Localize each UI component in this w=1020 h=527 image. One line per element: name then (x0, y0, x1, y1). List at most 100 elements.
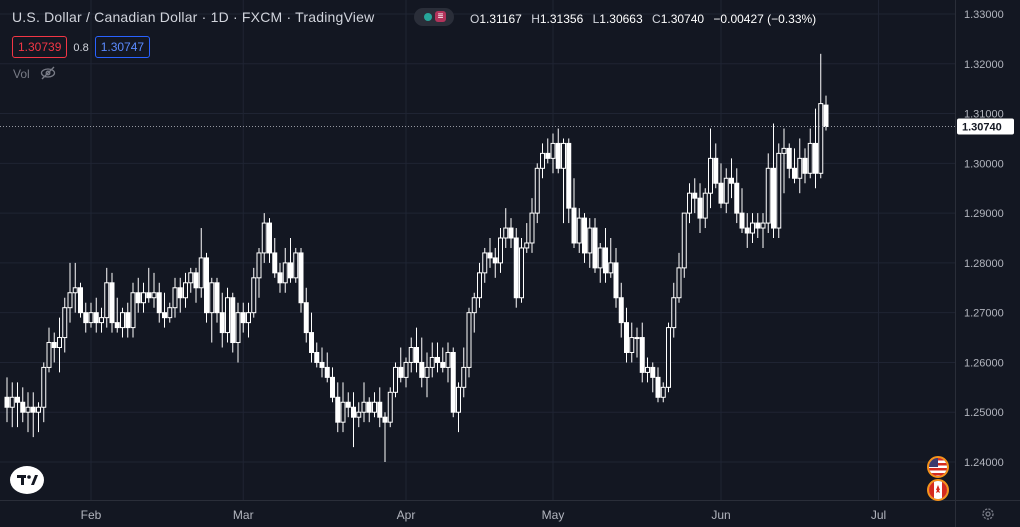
candle-body (555, 142, 561, 169)
candle-body (608, 262, 614, 274)
candle-body (361, 401, 367, 413)
candle (351, 392, 356, 448)
symbol-title[interactable]: U.S. Dollar / Canadian Dollar · 1D · FXC… (12, 9, 374, 25)
candle (776, 143, 782, 238)
candle-body (219, 312, 225, 334)
candle (671, 282, 677, 338)
candle-body (83, 312, 89, 324)
candle-body (235, 312, 241, 344)
candle-body (671, 297, 677, 329)
candle (513, 228, 519, 308)
candle (708, 128, 713, 209)
candle-body (209, 282, 215, 314)
grid-lines (0, 0, 955, 500)
symbol-description: U.S. Dollar / Canadian Dollar · 1D · FXC… (12, 9, 375, 25)
candle (366, 397, 372, 423)
price-axis[interactable]: 1.33000 1.32000 1.31000 1.30000 1.29000 1.280… (955, 0, 1004, 527)
canada-flag-icon[interactable] (927, 479, 949, 501)
candle-body (471, 297, 477, 314)
ohlc-legend: O1.31167 H1.31356 L1.30663 C1.30740 −0.0… (470, 12, 816, 26)
candle (498, 228, 503, 273)
candle (445, 342, 451, 383)
candle (524, 223, 530, 253)
candle-body (188, 272, 194, 284)
candle (629, 322, 635, 363)
candle (120, 307, 125, 338)
candle-body (319, 361, 325, 368)
candle-body (503, 227, 509, 239)
candle (650, 362, 656, 393)
candle-body (597, 247, 603, 269)
low-value: 1.30663 (599, 12, 643, 26)
candle (692, 178, 698, 214)
candle-body (62, 307, 68, 339)
buy-price-button[interactable]: 1.30747 (94, 36, 151, 58)
spread-value: 0.8 (73, 42, 89, 54)
candle-body (88, 312, 94, 324)
candle-body (571, 207, 577, 244)
change-value: −0.00427 (−0.33%) (713, 12, 817, 26)
candle (713, 143, 719, 189)
candle (240, 302, 246, 333)
market-open-icon (424, 13, 432, 21)
candle-body (687, 192, 692, 214)
candle-body (456, 386, 461, 413)
close-value: 1.30740 (660, 12, 705, 26)
y-tick-label: 1.25000 (964, 407, 1004, 419)
candle (114, 297, 120, 333)
tradingview-logo-icon[interactable] (10, 466, 44, 494)
candle (786, 143, 792, 179)
candle (156, 282, 162, 323)
candle-body (466, 312, 472, 368)
candle-body (477, 272, 482, 299)
candle-body (172, 287, 178, 309)
candle (256, 247, 262, 298)
y-tick-label: 1.29000 (964, 208, 1004, 220)
candle-body (193, 272, 199, 289)
candle (251, 267, 257, 318)
gear-icon[interactable] (980, 506, 996, 522)
candle-body (282, 262, 288, 284)
candle-body (818, 103, 824, 174)
candle (193, 267, 199, 303)
sell-price-button[interactable]: 1.30739 (12, 36, 68, 58)
candle-body (750, 222, 755, 234)
market-status-toggle[interactable]: ≡ (414, 8, 454, 26)
candle (744, 213, 750, 248)
candle (592, 218, 598, 273)
candle (219, 292, 225, 348)
candle (765, 153, 771, 234)
candle-body (508, 227, 514, 239)
candle (613, 247, 619, 308)
candle-body (20, 401, 26, 413)
eye-hidden-icon[interactable] (40, 66, 56, 80)
candle (540, 143, 545, 179)
candle-body (277, 272, 283, 284)
candle-body (529, 212, 535, 244)
candle-body (9, 396, 15, 408)
candle-body (345, 401, 351, 408)
x-tick-label: Jun (711, 508, 730, 522)
candle-body (435, 356, 440, 363)
candle-body (130, 292, 136, 329)
candle (309, 312, 314, 363)
candle-body (603, 247, 608, 274)
time-axis[interactable]: Feb Mar Apr May Jun Jul (0, 500, 1020, 523)
candle (214, 277, 220, 323)
candle (503, 208, 509, 248)
candle (566, 138, 572, 224)
us-flag-icon[interactable] (927, 456, 949, 478)
y-tick-label: 1.24000 (964, 457, 1004, 469)
candle-body (450, 351, 456, 413)
candle (471, 292, 477, 333)
y-tick-label: 1.27000 (964, 308, 1004, 320)
candle-body (482, 252, 488, 274)
candle (109, 272, 115, 333)
candle-body (298, 252, 304, 304)
candle (183, 272, 188, 308)
candle (361, 382, 367, 423)
candle-body (802, 157, 808, 174)
candle (403, 357, 409, 388)
candle-body (624, 322, 629, 353)
